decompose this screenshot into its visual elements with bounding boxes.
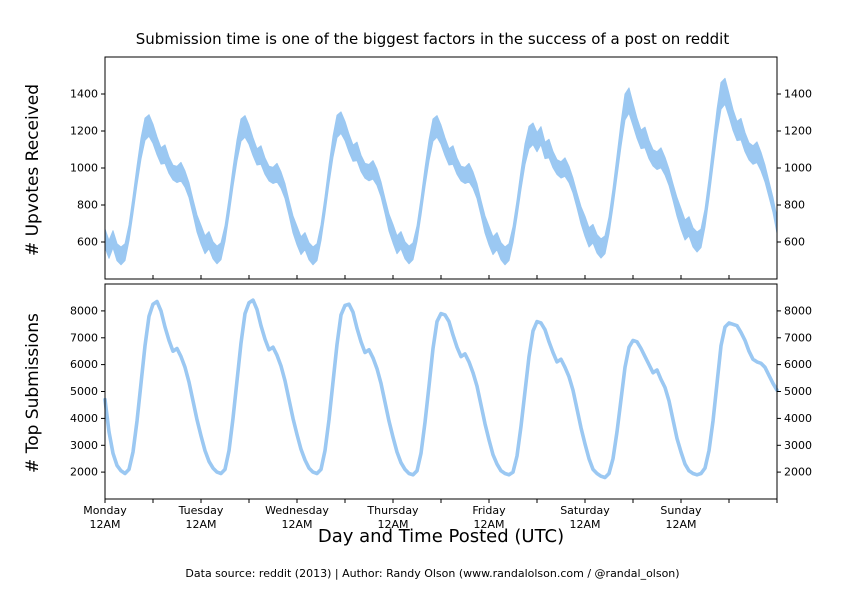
y-tick-label: 600 xyxy=(77,236,98,249)
time-tick-label: 12AM xyxy=(473,518,504,531)
chart-title: Submission time is one of the biggest fa… xyxy=(135,30,730,48)
y-tick-label: 2000 xyxy=(784,466,812,479)
y-tick-label: 7000 xyxy=(70,331,98,344)
submissions-y-axis-label: # Top Submissions xyxy=(23,313,43,473)
day-tick-label: Monday xyxy=(83,504,127,517)
y-tick-label: 800 xyxy=(784,199,805,212)
time-tick-label: 12AM xyxy=(185,518,216,531)
y-tick-label: 8000 xyxy=(784,304,812,317)
y-tick-label: 1000 xyxy=(70,162,98,175)
y-tick-label: 6000 xyxy=(70,358,98,371)
submissions-line-series xyxy=(103,298,779,480)
upvotes-band-series xyxy=(104,77,778,266)
y-tick-label: 8000 xyxy=(70,304,98,317)
y-tick-label: 1200 xyxy=(70,125,98,138)
day-tick-label: Sunday xyxy=(660,504,702,517)
y-tick-label: 1000 xyxy=(784,162,812,175)
x-axis-tick-labels: Monday12AMTuesday12AMWednesday12AMThursd… xyxy=(83,504,702,531)
y-tick-label: 600 xyxy=(784,236,805,249)
y-tick-label: 5000 xyxy=(70,385,98,398)
time-tick-label: 12AM xyxy=(281,518,312,531)
y-tick-label: 800 xyxy=(77,199,98,212)
day-tick-label: Saturday xyxy=(560,504,610,517)
y-tick-label: 4000 xyxy=(784,412,812,425)
time-tick-label: 12AM xyxy=(569,518,600,531)
upvotes-y-axis-label: # Upvotes Received xyxy=(23,83,43,257)
day-tick-label: Tuesday xyxy=(178,504,224,517)
day-tick-label: Friday xyxy=(472,504,506,517)
y-tick-label: 3000 xyxy=(784,439,812,452)
submissions-panel: 2000 2000 3000 3000 4000 4000 5000 5000 6000 6000… xyxy=(70,283,812,503)
y-tick-label: 5000 xyxy=(784,385,812,398)
attribution-text: Data source: reddit (2013) | Author: Ran… xyxy=(185,567,680,580)
day-tick-label: Wednesday xyxy=(265,504,329,517)
y-tick-label: 1400 xyxy=(70,88,98,101)
y-tick-label: 1400 xyxy=(784,88,812,101)
y-tick-label: 6000 xyxy=(784,358,812,371)
y-tick-label: 2000 xyxy=(70,466,98,479)
y-tick-label: 3000 xyxy=(70,439,98,452)
day-tick-label: Thursday xyxy=(366,504,419,517)
time-tick-label: 12AM xyxy=(377,518,408,531)
y-tick-label: 7000 xyxy=(784,331,812,344)
upvotes-panel: 600 600 800 800 1000 1000 1200 1200 1400 1400 xyxy=(70,56,812,280)
x-axis-label: Day and Time Posted (UTC) xyxy=(317,526,565,547)
time-tick-label: 12AM xyxy=(89,518,120,531)
y-tick-label: 1200 xyxy=(784,125,812,138)
time-tick-label: 12AM xyxy=(665,518,696,531)
y-tick-label: 4000 xyxy=(70,412,98,425)
